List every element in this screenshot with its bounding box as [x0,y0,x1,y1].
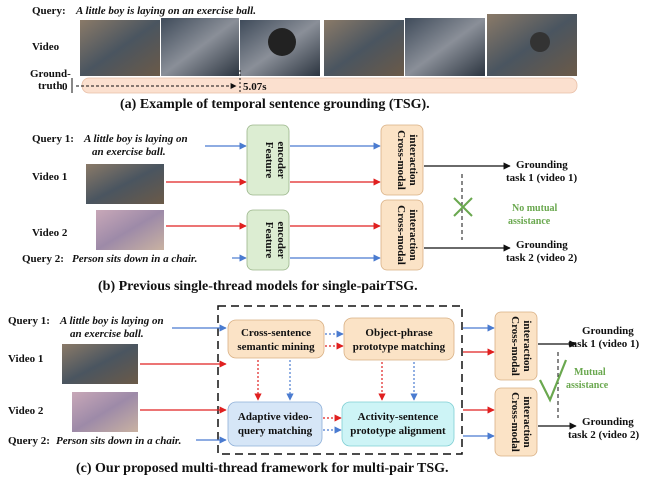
avq-line2: query matching [238,425,313,437]
panel-c-video2-label: Video 2 [8,405,44,417]
panel-a-gt-label-2: truth [38,80,62,92]
object-phrase-prototype-box [343,317,455,361]
panel-b-query1-label: Query 1: [32,133,74,145]
feature-encoder-2-line2: encoder [275,221,287,258]
c-cross-modal-1-line2: interaction [521,320,533,371]
cs-mining-line2: semantic mining [237,341,315,353]
panel-b-video2-label: Video 2 [32,227,68,239]
video-frames-strip [80,14,577,76]
c-out1-line1: Grounding [582,325,634,337]
c-cross-modal-box-1 [494,311,538,381]
c-assist-line2: assistance [566,380,609,391]
panel-b-query2-text: Person sits down in a chair. [72,253,197,265]
video-frame-5 [405,18,485,76]
panel-b-video2-thumb [96,210,164,250]
op-proto-line2: prototype matching [353,341,446,353]
framework-dashed-container [217,305,463,455]
panel-b-video1-label: Video 1 [32,171,67,183]
panel-b-query2-label: Query 2: [22,253,64,265]
cross-modal-2-line2: interaction [407,209,419,260]
panel-b-video1-thumb [86,164,164,204]
panel-c-query2-text: Person sits down in a chair. [56,435,181,447]
panel-a-gt-label-1: Ground- [30,68,71,80]
avq-line1: Adaptive video- [238,411,313,423]
cross-modal-1-line2: interaction [407,134,419,185]
cross-mark-icon-b [453,197,473,217]
cross-modal-box-2 [380,199,424,271]
panel-c-caption: (c) Our proposed multi-thread framework … [76,461,449,476]
feature-encoder-2-line1: Feature [263,222,275,259]
check-mark-icon [539,359,568,403]
gt-end-label: 5.07s [243,81,267,93]
c-cross-modal-box-2 [494,387,538,457]
cross-sentence-mining-box [227,319,325,359]
adaptive-video-query-box [227,401,323,447]
exercise-ball-icon [268,28,296,56]
panel-a-caption: (a) Example of temporal sentence groundi… [120,97,430,112]
video-frame-2 [161,18,239,76]
cross-modal-2-line1: Cross-modal [395,205,407,265]
video-frame-1 [80,20,160,76]
panel-c-query2-label: Query 2: [8,435,50,447]
panel-c-video1-label: Video 1 [8,353,43,365]
feature-encoder-box-2 [246,209,290,271]
panel-a: Query: A little boy is laying on an exer… [30,5,578,112]
panel-b-caption: (b) Previous single-thread models for si… [98,279,418,294]
b-out2-line2: task 2 (video 2) [506,252,578,264]
c-cross-modal-2-line1: Cross-modal [509,392,521,452]
b-no-assist-line1: No mutual [512,203,558,214]
feature-encoder-box-1 [246,124,290,196]
feature-encoder-1-line2: encoder [275,141,287,178]
c-out2-line2: task 2 (video 2) [568,429,640,441]
b-no-assist-line2: assistance [508,216,551,227]
panel-b-query1-line2: an exercise ball. [92,146,166,158]
panel-b: Query 1: A little boy is laying on an ex… [22,124,578,294]
panel-c-video2-thumb [72,392,138,432]
video-frame-4 [324,20,404,76]
panel-c-query1-line2: an exercise ball. [70,328,144,340]
panel-b-query1-line1: A little boy is laying on [83,133,188,145]
b-out1-line1: Grounding [516,159,568,171]
panel-a-video-label: Video [32,41,60,53]
feature-encoder-1-line1: Feature [263,142,275,179]
exercise-ball-icon-2 [530,32,550,52]
as-proto-line2: prototype alignment [350,425,446,437]
b-out1-line2: task 1 (video 1) [506,172,578,184]
panel-c-query1-line1: A little boy is laying on [59,315,164,327]
gt-start-label: 0 [62,81,68,93]
panel-c-video1-thumb [62,344,138,384]
cross-modal-1-line1: Cross-modal [395,130,407,190]
panel-c: Query 1: A little boy is laying on an ex… [8,305,640,476]
panel-a-query-label: Query: [32,5,66,17]
c-out2-line1: Grounding [582,416,634,428]
cross-modal-box-1 [380,124,424,196]
c-assist-line1: Mutual [574,367,606,378]
activity-sentence-prototype-box [341,401,455,447]
panel-c-query1-label: Query 1: [8,315,50,327]
panel-a-query-text: A little boy is laying on an exercise ba… [75,5,256,17]
b-out2-line1: Grounding [516,239,568,251]
cs-mining-line1: Cross-sentence [241,327,311,339]
c-cross-modal-1-line1: Cross-modal [509,316,521,376]
op-proto-line1: Object-phrase [365,327,432,339]
c-cross-modal-2-line2: interaction [521,396,533,447]
as-proto-line1: Activity-sentence [358,411,439,423]
c-out1-line2: task 1 (video 1) [568,338,640,350]
